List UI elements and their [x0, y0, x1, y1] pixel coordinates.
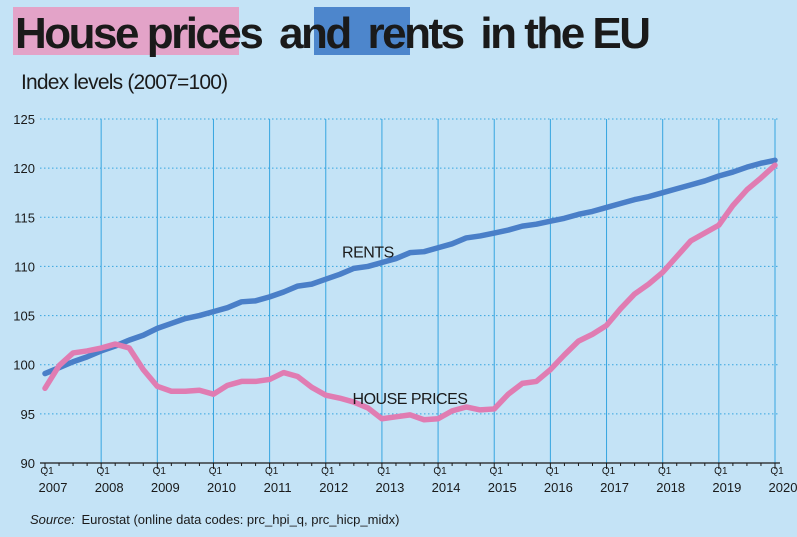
y-tick-label-115: 115	[14, 210, 35, 225]
source-text: Eurostat (online data codes: prc_hpi_q, …	[81, 512, 399, 527]
x-tick-year-2015: 2015	[488, 480, 517, 495]
x-tick-year-2012: 2012	[319, 480, 348, 495]
series-lines	[42, 157, 778, 423]
x-tick-quarter-2011: Q1	[265, 466, 279, 477]
x-tick-quarter-2008: Q1	[96, 466, 110, 477]
title-highlight-house-prices	[13, 7, 239, 55]
y-tick-label-95: 95	[21, 407, 35, 422]
chart-title: House prices and rents in the EU	[13, 7, 652, 58]
x-tick-year-2016: 2016	[544, 480, 573, 495]
x-tick-quarter-2018: Q1	[658, 466, 672, 477]
x-tick-year-2010: 2010	[207, 480, 236, 495]
title-part-rents: rents	[368, 9, 464, 58]
x-tick-quarter-2020: Q1	[770, 466, 784, 477]
chart-subtitle: Index levels (2007=100)	[21, 71, 227, 94]
x-tick-year-2013: 2013	[375, 480, 404, 495]
x-tick-quarter-2007: Q1	[40, 466, 54, 477]
x-tick-quarter-2015: Q1	[490, 466, 504, 477]
source-label: Source:	[30, 512, 75, 527]
x-tick-year-2017: 2017	[600, 480, 629, 495]
y-tick-label-90: 90	[21, 456, 35, 471]
x-tick-quarter-2017: Q1	[602, 466, 616, 477]
series-line-house-prices	[42, 162, 778, 423]
grid-lines	[40, 118, 780, 463]
x-tick-quarter-2016: Q1	[546, 466, 560, 477]
x-tick-quarter-2013: Q1	[377, 466, 391, 477]
x-tick-quarter-2019: Q1	[714, 466, 728, 477]
x-tick-year-2009: 2009	[151, 480, 180, 495]
x-tick-year-2014: 2014	[432, 480, 461, 495]
x-tick-year-2020: 2020	[769, 480, 797, 495]
x-tick-quarter-2014: Q1	[433, 466, 447, 477]
source-note: Source: Eurostat (online data codes: prc…	[30, 512, 399, 527]
x-tick-quarter-2012: Q1	[321, 466, 335, 477]
x-tick-year-2019: 2019	[712, 480, 741, 495]
title-part-in-the-eu: in the EU	[480, 9, 649, 58]
chart-title-text: House prices and rents in the EU	[15, 9, 649, 58]
y-tick-label-110: 110	[14, 259, 35, 274]
series-line-rents	[42, 157, 778, 377]
x-tick-quarter-2009: Q1	[153, 466, 167, 477]
series-label-rents: RENTS	[342, 244, 394, 261]
x-tick-year-2007: 2007	[39, 480, 68, 495]
title-highlight-rents	[314, 7, 410, 55]
y-tick-label-100: 100	[13, 358, 35, 373]
x-tick-year-2018: 2018	[656, 480, 685, 495]
x-tick-year-2008: 2008	[95, 480, 124, 495]
title-part-and: and	[279, 9, 350, 58]
series-labels: RENTS HOUSE PRICES	[342, 244, 468, 408]
x-tick-quarter-2010: Q1	[209, 466, 223, 477]
y-tick-label-120: 120	[13, 161, 35, 176]
y-tick-label-105: 105	[13, 309, 35, 324]
x-tick-year-2011: 2011	[264, 480, 292, 495]
axes: 90 95 100 105 110 115 120 125 Q1 2007 Q1 2008 Q1 2009…	[13, 112, 797, 495]
series-label-house-prices: HOUSE PRICES	[353, 391, 468, 408]
y-tick-label-125: 125	[13, 112, 35, 127]
title-part-house-prices: House prices	[15, 9, 262, 58]
